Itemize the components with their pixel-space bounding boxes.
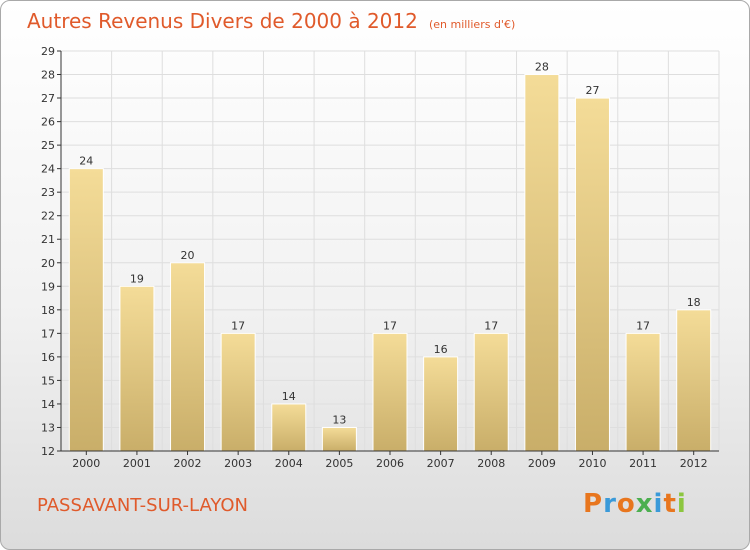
y-tick-label: 26 [41, 116, 55, 129]
brand-letter: x [635, 489, 654, 519]
x-tick-label: 2001 [123, 457, 151, 470]
data-label: 17 [383, 319, 397, 332]
data-label: 27 [585, 84, 599, 97]
data-label: 24 [79, 155, 93, 168]
x-tick-label: 2011 [629, 457, 657, 470]
y-tick-label: 24 [41, 163, 55, 176]
y-tick-label: 14 [41, 398, 55, 411]
bar [676, 309, 712, 452]
x-tick-label: 2003 [224, 457, 252, 470]
commune-name: PASSAVANT-SUR-LAYON [37, 495, 249, 516]
data-label: 28 [535, 61, 549, 74]
bar [321, 426, 357, 452]
y-tick-label: 25 [41, 139, 55, 152]
data-label: 18 [687, 296, 701, 309]
x-tick-label: 2004 [275, 457, 303, 470]
bar [574, 97, 610, 452]
proxiti-logo: Proxiti [583, 489, 687, 519]
x-tick-label: 2010 [578, 457, 606, 470]
data-label: 17 [636, 319, 650, 332]
brand-letter: i [653, 489, 664, 519]
y-tick-label: 23 [41, 186, 55, 199]
x-tick-label: 2009 [528, 457, 556, 470]
data-label: 20 [181, 249, 195, 262]
x-tick-label: 2005 [325, 457, 353, 470]
bar [119, 285, 155, 452]
bar [524, 74, 560, 452]
bar [372, 332, 408, 452]
data-label: 19 [130, 272, 144, 285]
y-tick-label: 13 [41, 421, 55, 434]
y-tick-label: 27 [41, 92, 55, 105]
chart-title-main: Autres Revenus Divers de 2000 à 2012 [27, 9, 418, 33]
data-label: 17 [231, 319, 245, 332]
y-tick-label: 18 [41, 304, 55, 317]
brand-letter: o [616, 489, 636, 519]
bar [473, 332, 509, 452]
x-tick-label: 2000 [72, 457, 100, 470]
data-label: 17 [484, 319, 498, 332]
x-tick-label: 2008 [477, 457, 505, 470]
data-label: 16 [434, 343, 448, 356]
x-tick-label: 2012 [680, 457, 708, 470]
bar [220, 332, 256, 452]
bar [170, 262, 206, 452]
y-tick-label: 19 [41, 280, 55, 293]
y-tick-label: 15 [41, 374, 55, 387]
x-tick-label: 2007 [427, 457, 455, 470]
brand-letter: i [676, 489, 687, 519]
bar [625, 332, 661, 452]
y-tick-label: 28 [41, 69, 55, 82]
brand-letter: P [583, 489, 604, 519]
y-tick-label: 12 [41, 445, 55, 458]
y-tick-label: 17 [41, 327, 55, 340]
brand-letter: r [603, 489, 617, 519]
bar [271, 403, 307, 452]
y-tick-label: 21 [41, 233, 55, 246]
y-tick-label: 16 [41, 351, 55, 364]
bar [423, 356, 459, 452]
bar [68, 168, 104, 452]
y-tick-label: 20 [41, 257, 55, 270]
data-label: 14 [282, 390, 296, 403]
data-label: 13 [332, 413, 346, 426]
chart-title-unit: (en milliers d'€) [428, 18, 516, 31]
y-tick-label: 29 [41, 45, 55, 58]
brand-letter: t [663, 489, 677, 519]
x-tick-label: 2002 [174, 457, 202, 470]
x-tick-label: 2006 [376, 457, 404, 470]
chart-title: Autres Revenus Divers de 2000 à 2012 (en… [27, 9, 515, 33]
y-tick-label: 22 [41, 210, 55, 223]
